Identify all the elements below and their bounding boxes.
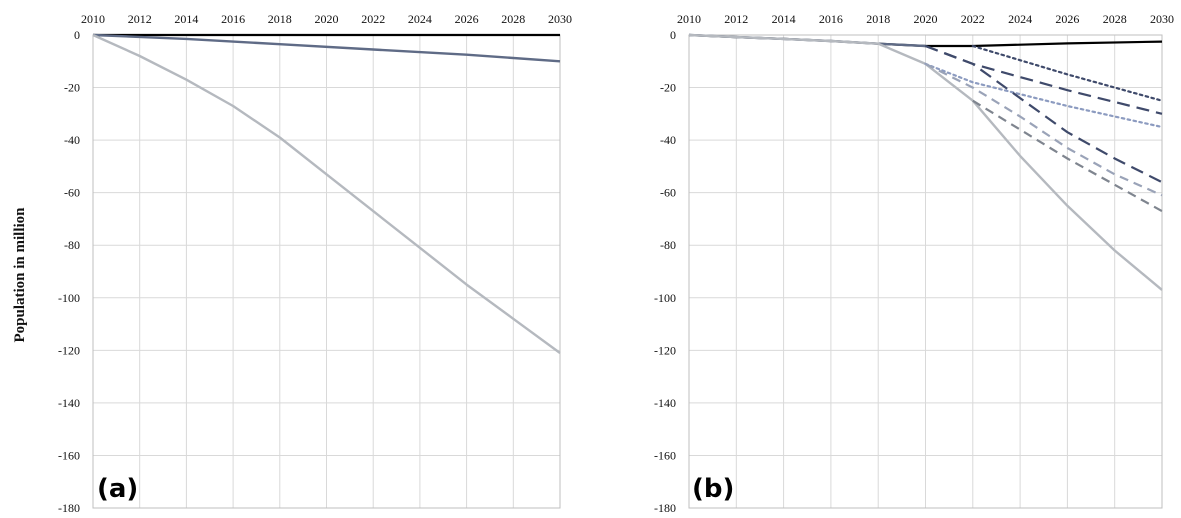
series-line-6	[924, 62, 1164, 129]
x-tick-label: 2016	[221, 12, 245, 26]
y-axis-label: Population in million	[12, 207, 28, 343]
panel-a: 2010 2012 2014 2016 2018 2020 2022 2024 2026 2028…	[58, 12, 572, 515]
panel-b: 2010 2012 2014 2016 2018 2020 2022 2024 2026 2028…	[654, 12, 1174, 515]
y-tick-label: -20	[660, 81, 676, 95]
x-tick-label: 2022	[361, 12, 385, 26]
y-tick-label: -60	[660, 186, 676, 200]
series-line-2	[92, 33, 561, 63]
y-tick-label: -20	[64, 81, 80, 95]
y-tick-label: 0	[74, 28, 80, 42]
x-tick-label: 2026	[1055, 12, 1079, 26]
y-tick-label: 0	[670, 28, 676, 42]
series-line-3	[92, 33, 561, 354]
x-tick-label: 2024	[1008, 12, 1032, 26]
x-tick-label: 2012	[128, 12, 152, 26]
x-tick-label: 2020	[914, 12, 938, 26]
y-tick-label: -80	[64, 238, 80, 252]
y-tick-label: -60	[64, 186, 80, 200]
x-tick-label: 2018	[268, 12, 292, 26]
y-tick-label: -40	[64, 133, 80, 147]
x-tick-label: 2012	[724, 12, 748, 26]
panel-label: (b)	[692, 474, 734, 504]
series-line-9	[972, 99, 1163, 213]
series-line-7	[925, 44, 1163, 184]
y-tick-label: -80	[660, 238, 676, 252]
series-line-4	[971, 44, 1164, 102]
panel-label: (a)	[97, 474, 138, 504]
y-tick-label: -160	[58, 448, 80, 462]
y-tick-label: -40	[660, 133, 676, 147]
y-tick-label: -180	[654, 501, 676, 515]
y-tick-label: -140	[654, 396, 676, 410]
y-tick-label: -100	[58, 291, 80, 305]
y-tick-label: -160	[654, 448, 676, 462]
x-tick-label: 2028	[501, 12, 525, 26]
x-tick-label: 2010	[677, 12, 701, 26]
series-line-8	[925, 62, 1163, 197]
x-tick-label: 2010	[81, 12, 105, 26]
series-line-5	[925, 44, 1163, 115]
x-tick-label: 2030	[1150, 12, 1174, 26]
x-tick-label: 2018	[866, 12, 890, 26]
x-tick-label: 2024	[408, 12, 432, 26]
plot-frame	[688, 34, 1163, 509]
y-tick-label: -100	[654, 291, 676, 305]
x-tick-label: 2026	[455, 12, 479, 26]
x-tick-label: 2020	[315, 12, 339, 26]
y-tick-label: -120	[654, 343, 676, 357]
x-tick-label: 2022	[961, 12, 985, 26]
y-tick-label: -180	[58, 501, 80, 515]
y-tick-label: -120	[58, 343, 80, 357]
x-tick-label: 2014	[772, 12, 796, 26]
x-tick-label: 2014	[174, 12, 198, 26]
x-tick-label: 2030	[548, 12, 572, 26]
y-tick-label: -140	[58, 396, 80, 410]
x-tick-label: 2016	[819, 12, 843, 26]
x-tick-label: 2028	[1103, 12, 1127, 26]
